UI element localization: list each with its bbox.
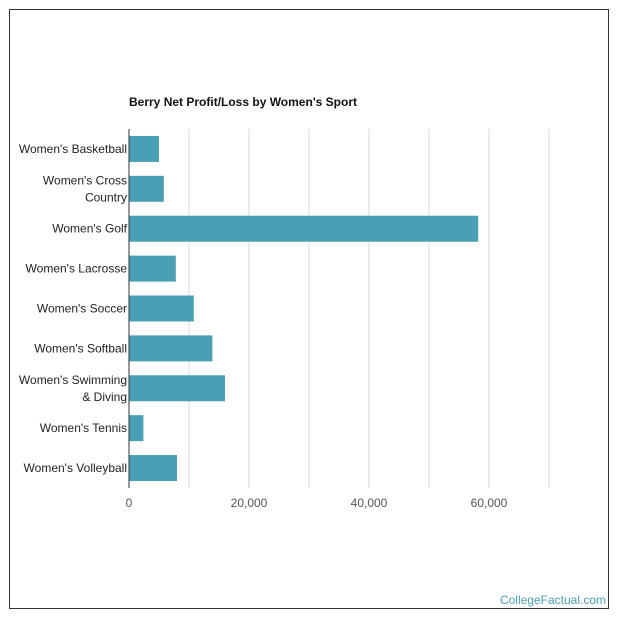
x-axis-ticks: 0 20,000 40,000 60,000 bbox=[126, 496, 508, 510]
category-label: Women's Softball bbox=[34, 341, 127, 355]
x-tick-label: 40,000 bbox=[351, 496, 388, 510]
category-label: Women's Soccer bbox=[37, 302, 127, 316]
category-label: Women's Volleyball bbox=[24, 461, 127, 475]
x-tick-label: 60,000 bbox=[471, 496, 508, 510]
bar[interactable] bbox=[129, 175, 164, 202]
category-label: Women's Golf bbox=[52, 222, 127, 236]
x-tick-label: 0 bbox=[126, 496, 133, 510]
bar[interactable] bbox=[129, 415, 144, 442]
bar[interactable] bbox=[129, 375, 225, 402]
x-tick-label: 20,000 bbox=[231, 496, 268, 510]
category-label: Women's Swimming & Diving bbox=[19, 373, 127, 404]
gridlines bbox=[188, 129, 550, 488]
category-label: Women's Cross Country bbox=[43, 173, 127, 204]
category-labels: Women's Basketball Women's Cross Country Wo… bbox=[19, 142, 128, 475]
category-label: Women's Basketball bbox=[19, 142, 127, 156]
bar[interactable] bbox=[129, 455, 177, 482]
bars bbox=[129, 135, 479, 482]
bar[interactable] bbox=[129, 135, 159, 162]
bar[interactable] bbox=[129, 295, 194, 322]
bar[interactable] bbox=[129, 255, 176, 282]
watermark-link[interactable]: CollegeFactual.com bbox=[499, 593, 606, 607]
category-label: Women's Lacrosse bbox=[26, 262, 128, 276]
category-label: Women's Tennis bbox=[40, 421, 127, 435]
bar[interactable] bbox=[129, 335, 213, 362]
chart-title: Berry Net Profit/Loss by Women's Sport bbox=[129, 95, 357, 109]
bar[interactable] bbox=[129, 215, 479, 242]
